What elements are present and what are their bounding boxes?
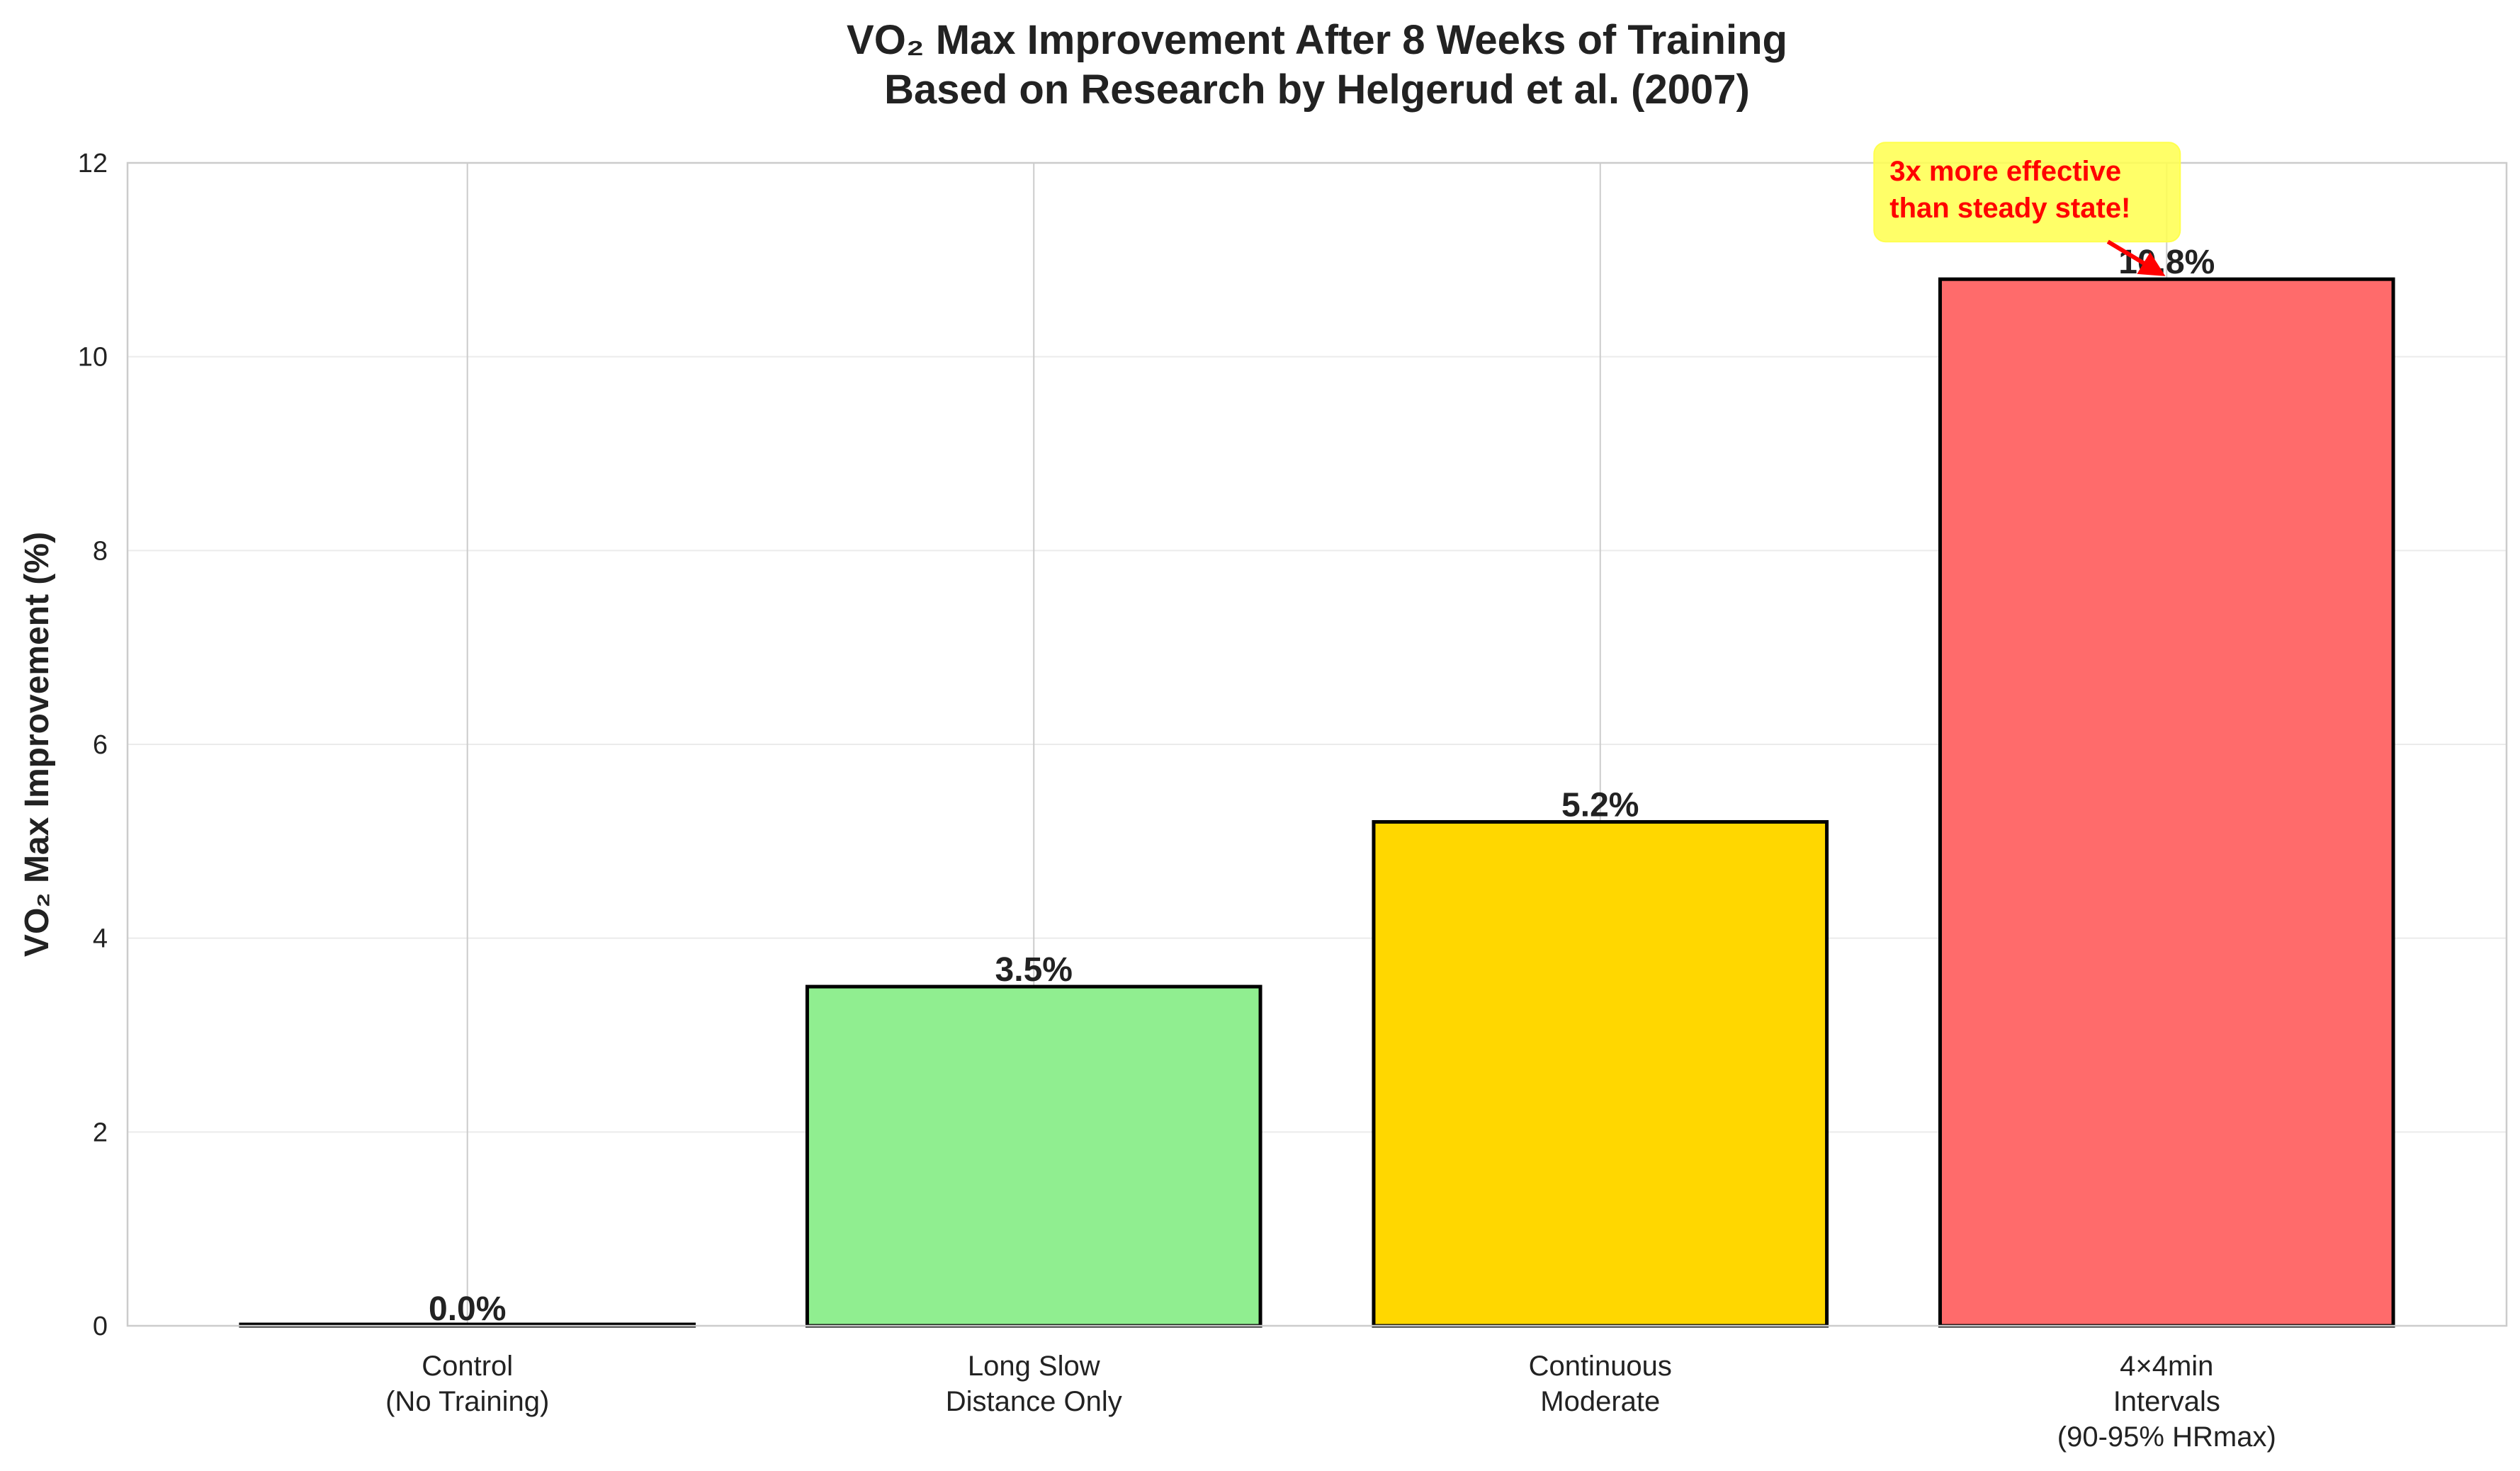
x-tick-label: Control (No Training): [385, 1351, 549, 1417]
value-labels: 0.0% 3.5% 5.2% 10.8%: [429, 244, 2215, 1328]
x-tick-label-line: Distance Only: [946, 1386, 1122, 1417]
bar: [1938, 277, 2395, 1328]
y-tick-label: 10: [78, 343, 108, 373]
chart-title-line: VO₂ Max Improvement After 8 Weeks of Tra…: [847, 17, 1787, 63]
annotation-box: [1873, 142, 2181, 243]
plot-frame: [126, 161, 2508, 1327]
y-tick-label: 4: [93, 924, 108, 954]
value-label: 5.2%: [1561, 786, 1639, 824]
value-label: 10.8%: [2118, 244, 2215, 281]
annotation-text: than steady state!: [1889, 193, 2130, 224]
x-tick-label-line: Intervals: [2113, 1386, 2220, 1417]
annotation-text: 3x more effective: [1889, 156, 2121, 187]
annotation-arrow: [2106, 239, 2166, 276]
y-axis-label: VO₂ Max Improvement (%): [18, 532, 56, 957]
x-tick-label: Long Slow Distance Only: [946, 1351, 1122, 1417]
chart-title-line: Based on Research by Helgerud et al. (20…: [884, 67, 1750, 113]
x-tick-label: 4×4min Intervals (90-95% HRmax): [2057, 1351, 2276, 1453]
annotation: 3x more effective than steady state!: [1873, 142, 2181, 276]
y-tick-label: 6: [93, 730, 108, 760]
x-tick-label-line: (No Training): [385, 1386, 549, 1417]
chart-title: VO₂ Max Improvement After 8 Weeks of Tra…: [847, 17, 1787, 113]
x-tick-label-line: (90-95% HRmax): [2057, 1421, 2276, 1453]
x-tick-label: Continuous Moderate: [1529, 1351, 1672, 1417]
plot-frame-border: [126, 161, 2508, 1327]
y-tick-label: 2: [93, 1118, 108, 1147]
y-axis-label-text: VO₂ Max Improvement (%): [18, 532, 56, 957]
bar: [805, 984, 1262, 1328]
x-tick-label-line: Control: [422, 1351, 513, 1382]
x-tick-label-line: Continuous: [1529, 1351, 1672, 1382]
x-tick-label-line: 4×4min: [2120, 1351, 2213, 1382]
value-label: 3.5%: [995, 951, 1073, 989]
x-tick-label-line: Long Slow: [968, 1351, 1100, 1382]
y-tick-label: 8: [93, 536, 108, 566]
bar: [1372, 819, 1829, 1328]
x-axis-ticks: Control (No Training) Long Slow Distance On…: [385, 1351, 2276, 1453]
value-label: 0.0%: [429, 1290, 506, 1328]
y-axis-ticks: 0 2 4 6 8 10 12: [78, 149, 108, 1341]
x-tick-label-line: Moderate: [1540, 1386, 1660, 1417]
bars: [239, 277, 2395, 1328]
y-tick-label: 0: [93, 1312, 108, 1341]
y-tick-label: 12: [78, 149, 108, 178]
